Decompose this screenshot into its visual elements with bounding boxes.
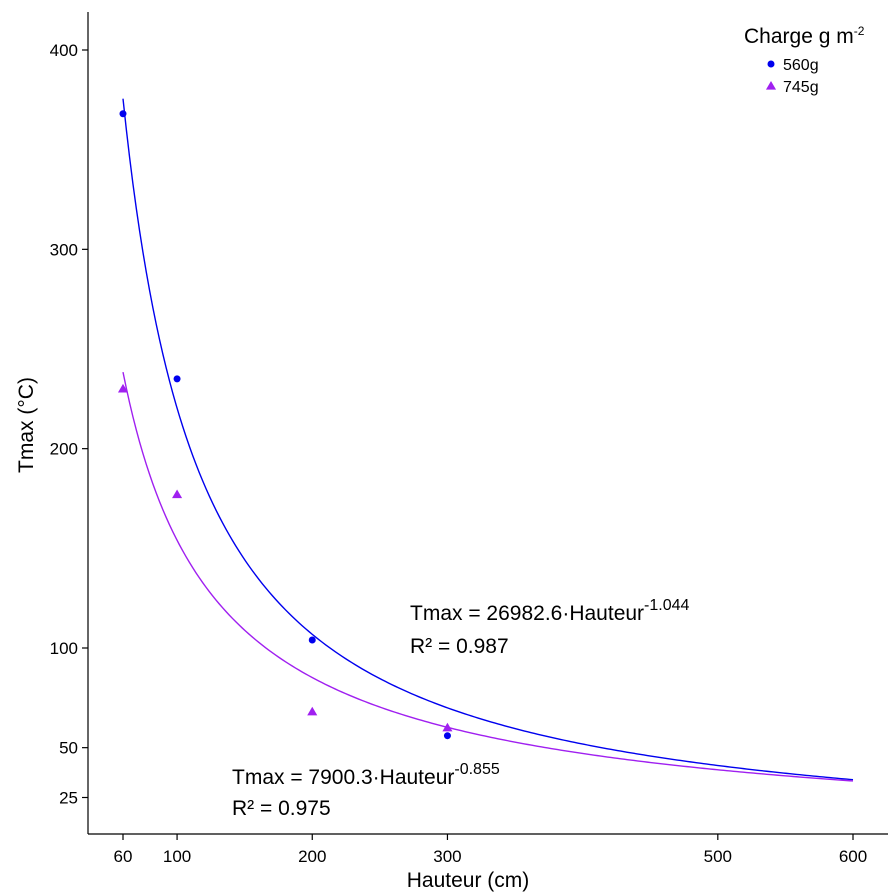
x-tick-label: 100 [163, 847, 191, 866]
fit-r2-560g: R² = 0.987 [410, 635, 509, 658]
legend-marker-745g [765, 81, 777, 90]
fit-equation-745g-base: Tmax = 7900.3·Hauteur [232, 766, 454, 789]
legend-label-560g: 560g [783, 57, 819, 74]
x-tick-label: 600 [839, 847, 867, 866]
legend-title: Charge g m-2 [744, 24, 865, 48]
fit-line-560g [122, 98, 854, 781]
legend-title-base: Charge g m [744, 25, 854, 48]
x-axis-title: Hauteur (cm) [407, 869, 530, 892]
legend-title-exponent: -2 [854, 24, 865, 38]
y-ticks: 25 50 100 200 300 400 [50, 41, 88, 808]
fit-equation-745g-exponent: -0.855 [454, 761, 499, 778]
fit-lines [122, 98, 854, 782]
data-point-745g [172, 489, 183, 499]
fit-equation-560g: Tmax = 26982.6·Hauteur-1.044 [410, 597, 690, 625]
fit-equation-560g-base: Tmax = 26982.6·Hauteur [410, 602, 644, 625]
x-tick-label: 60 [114, 847, 133, 866]
x-tick-label: 200 [298, 847, 326, 866]
axes [87, 12, 888, 835]
x-ticks: 60 100 200 300 500 600 [114, 834, 867, 866]
data-point-745g [117, 383, 129, 393]
data-point-560g [308, 636, 316, 644]
fit-r2-745g: R² = 0.975 [232, 797, 331, 820]
y-tick-label: 100 [50, 639, 78, 658]
fit-equation-745g: Tmax = 7900.3·Hauteur-0.855 [232, 761, 500, 789]
fit-equation-560g-exponent: -1.044 [644, 597, 689, 614]
y-tick-label: 200 [50, 440, 78, 459]
data-points [117, 110, 453, 740]
legend-label-745g: 745g [783, 79, 819, 96]
y-tick-label: 50 [59, 739, 78, 758]
fit-annotations: Tmax = 26982.6·Hauteur-1.044 R² = 0.987 … [232, 597, 690, 820]
legend-marker-560g [767, 60, 775, 68]
data-point-560g [119, 110, 127, 118]
y-tick-label: 25 [59, 789, 78, 808]
data-point-560g [173, 375, 181, 383]
x-tick-label: 300 [433, 847, 461, 866]
fit-line-745g [122, 371, 854, 782]
y-axis-title: Tmax (°C) [15, 377, 38, 473]
legend-items: 560g 745g [765, 57, 819, 96]
data-point-745g [307, 706, 318, 716]
legend: Charge g m-2 560g 745g [744, 24, 865, 96]
y-tick-label: 300 [50, 240, 78, 259]
data-point-745g [442, 722, 453, 732]
x-tick-label: 500 [704, 847, 732, 866]
y-tick-label: 400 [50, 41, 78, 60]
data-point-560g [443, 732, 451, 740]
